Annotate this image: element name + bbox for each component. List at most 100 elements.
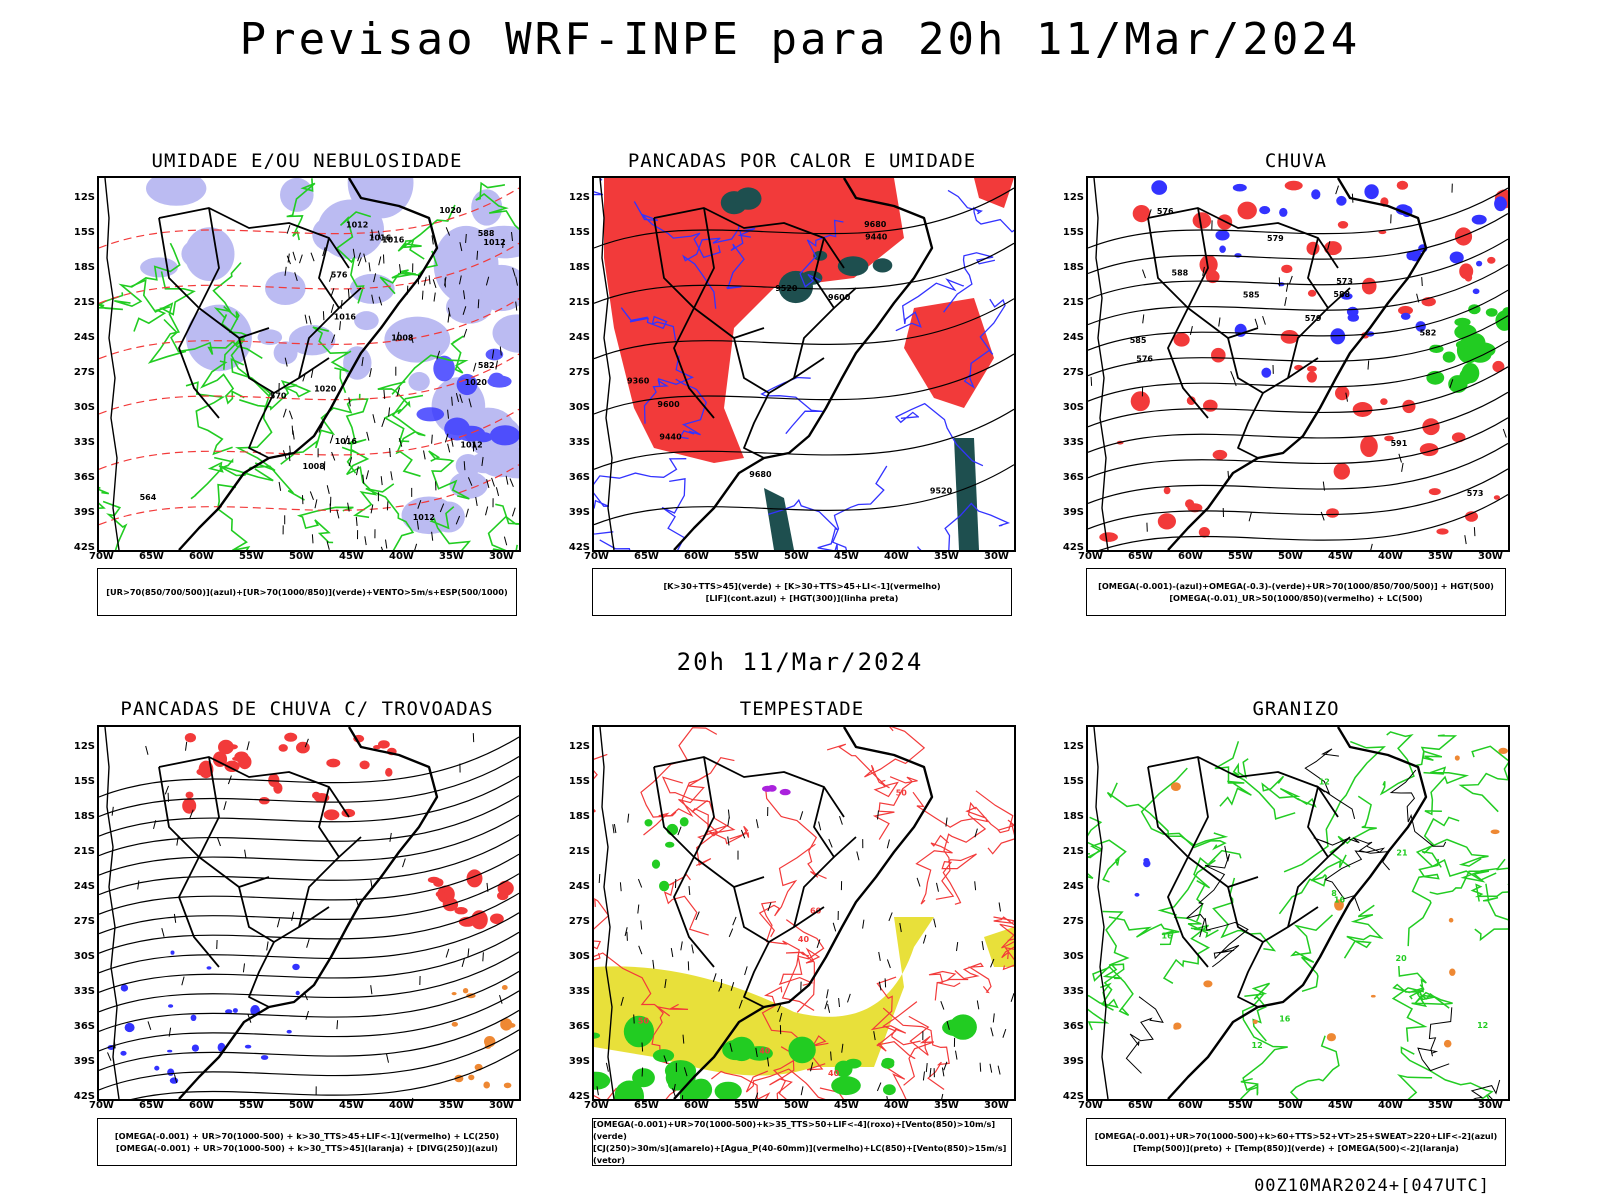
contour-label: 585 <box>1130 336 1147 345</box>
lon-tick-label: 60W <box>684 551 709 562</box>
contour-label: 1012 <box>460 441 482 450</box>
lat-tick-label: 12S <box>73 192 95 203</box>
lat-tick-label: 39S <box>1062 1056 1084 1067</box>
contour-label: 1016 <box>369 234 392 243</box>
lon-tick-label: 50W <box>289 1100 314 1111</box>
lon-tick-label: 45W <box>834 551 859 562</box>
lon-tick-label: 35W <box>1428 551 1453 562</box>
longitude-axis: 70W 65W 60W 55W 50W 45W 40W 35W 30W <box>584 1100 1012 1114</box>
streamline-arrows <box>1090 183 1507 550</box>
contour-label: 40 <box>798 935 810 944</box>
precipitable-water-contours <box>594 727 1014 1099</box>
thickness-contours <box>99 187 519 526</box>
wind850-vectors <box>596 806 1014 1099</box>
lat-tick-label: 42S <box>568 1091 590 1102</box>
legend-line: [OMEGA(-0.01)_UR>50(1000/850)(vermelho) … <box>1169 593 1423 603</box>
map-granizo-coastline <box>1093 727 1428 1099</box>
lon-tick-label: 40W <box>884 551 909 562</box>
lat-tick-label: 30S <box>1062 951 1084 962</box>
lon-tick-label: 70W <box>89 551 114 562</box>
latitude-axis: 12S 15S 18S 21S 24S 27S 30S 33S 36S 39S 42S <box>67 725 95 1102</box>
contour-label: 9600 <box>828 293 851 302</box>
contour-label: 40 <box>828 1069 840 1078</box>
lat-tick-label: 27S <box>73 916 95 927</box>
contour-label: 9600 <box>657 400 680 409</box>
contour-label: 585 <box>1243 290 1260 299</box>
lon-tick-label: 70W <box>1078 551 1103 562</box>
lifted-index-contours <box>594 178 1014 550</box>
lat-tick-label: 24S <box>568 881 590 892</box>
lon-tick-label: 55W <box>1228 1100 1253 1111</box>
lat-tick-label: 24S <box>568 332 590 343</box>
contour-label: 9680 <box>864 220 887 229</box>
map-pancadas-por-calor-e-umidade-coastline <box>599 178 934 550</box>
contour-label: 9360 <box>627 376 650 385</box>
lat-tick-label: 42S <box>73 1091 95 1102</box>
contour-label: 573 <box>1336 277 1353 286</box>
lon-tick-label: 70W <box>1078 1100 1103 1111</box>
legend-line: [OMEGA(-0.001)-(azul)+OMEGA(-0.3)-(verde… <box>1098 581 1494 591</box>
lat-tick-label: 21S <box>568 297 590 308</box>
lat-tick-label: 33S <box>568 986 590 997</box>
contour-label: 582 <box>1420 329 1437 338</box>
map-pancadas-de-chuva-c-trovoadas-coastline <box>104 727 439 1099</box>
longitude-axis: 70W 65W 60W 55W 50W 45W 40W 35W 30W <box>1078 1100 1506 1114</box>
lat-tick-label: 21S <box>568 846 590 857</box>
lat-tick-label: 24S <box>73 881 95 892</box>
hgt500-contours <box>1088 187 1508 550</box>
legend-line: [OMEGA(-0.001) + UR>70(1000-500) + k>30_… <box>116 1143 498 1153</box>
contour-label: 588 <box>1172 269 1189 278</box>
contour-label: 1020 <box>465 378 488 387</box>
lon-tick-label: 70W <box>584 551 609 562</box>
lon-tick-label: 40W <box>389 551 414 562</box>
map-pancadas-de-chuva-c-trovoadas <box>97 725 521 1101</box>
lon-tick-label: 50W <box>1278 551 1303 562</box>
lat-tick-label: 36S <box>73 472 95 483</box>
lat-tick-label: 33S <box>568 437 590 448</box>
contour-label: 12 <box>1252 1041 1263 1050</box>
lon-tick-label: 45W <box>1328 551 1353 562</box>
latitude-axis: 12S 15S 18S 21S 24S 27S 30S 33S 36S 39S 42S <box>562 176 590 553</box>
contour-label: 40 <box>759 1047 771 1056</box>
contour-label: 576 <box>331 271 348 280</box>
longitude-axis: 70W 65W 60W 55W 50W 45W 40W 35W 30W <box>89 1100 517 1114</box>
lat-tick-label: 30S <box>1062 402 1084 413</box>
contour-label: 1008 <box>303 462 326 471</box>
panel-title-pancadas-por-calor-e-umidade: PANCADAS POR CALOR E UMIDADE <box>627 150 977 172</box>
lat-tick-label: 39S <box>73 1056 95 1067</box>
latitude-axis: 12S 15S 18S 21S 24S 27S 30S 33S 36S 39S 42S <box>562 725 590 1102</box>
lat-tick-label: 21S <box>73 846 95 857</box>
contour-label: 9440 <box>659 432 682 441</box>
contour-label: 12 <box>1477 1021 1488 1030</box>
lon-tick-label: 35W <box>439 551 464 562</box>
lat-tick-label: 33S <box>1062 986 1084 997</box>
panel-title-umidade-e-ou-nebulosidade: UMIDADE E/OU NEBULOSIDADE <box>151 150 463 172</box>
lon-tick-label: 55W <box>239 1100 264 1111</box>
lat-tick-label: 18S <box>73 811 95 822</box>
legend-line: [OMEGA(-0.001) + UR>70(1000-500) + k>30_… <box>114 1131 500 1141</box>
contour-label: 21 <box>1396 848 1408 857</box>
legend-line: [OMEGA(-0.001)+UR>70(1000-500)+k>35_TTS>… <box>593 1119 996 1141</box>
hgt-labels: 9680 9680 9600 9600 9520 9520 9440 9440 9360 <box>627 220 953 495</box>
contour-label: 50 <box>638 1016 650 1025</box>
lon-tick-label: 60W <box>1178 551 1203 562</box>
legend-umidade-e-ou-nebulosidade: [UR>70(850/700/500)](azul)+[UR>70(1000/8… <box>97 568 517 616</box>
contour-label: 16 <box>1334 895 1346 904</box>
lon-tick-label: 45W <box>834 1100 859 1111</box>
lat-tick-label: 39S <box>73 507 95 518</box>
contour-label: 1016 <box>335 437 358 446</box>
lon-tick-label: 65W <box>139 551 164 562</box>
panel-title-pancadas-de-chuva-c-trovoadas: PANCADAS DE CHUVA C/ TROVOADAS <box>120 698 494 720</box>
contour-label: 1008 <box>391 334 414 343</box>
lat-tick-label: 24S <box>1062 881 1084 892</box>
forecast-run-stamp: 00Z10MAR2024+[047UTC] <box>1254 1176 1490 1196</box>
map-pancadas-por-calor-e-umidade: 9680 9680 9600 9600 9520 9520 9440 9440 9360 <box>592 176 1016 552</box>
humidity-core-shading <box>416 348 519 446</box>
lat-tick-label: 42S <box>568 542 590 553</box>
contour-label: 576 <box>1136 355 1153 364</box>
lon-tick-label: 70W <box>89 1100 114 1111</box>
lon-tick-label: 65W <box>1128 1100 1153 1111</box>
lon-tick-label: 55W <box>1228 551 1253 562</box>
lat-tick-label: 18S <box>1062 811 1084 822</box>
